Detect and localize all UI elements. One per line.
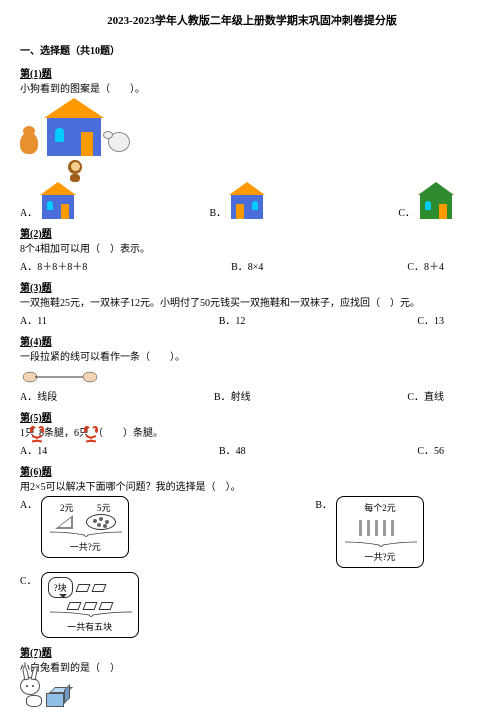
- q7-number: 第(7)题: [20, 644, 484, 659]
- box3d-icon: [46, 693, 64, 707]
- plate-icon: [86, 514, 116, 530]
- option-label: A．: [20, 204, 37, 219]
- ruler-icon: [55, 515, 73, 529]
- q3-option-c: C．13: [417, 312, 444, 327]
- monkey-icon: [66, 160, 84, 182]
- q4-option-a: A．线段: [20, 388, 57, 403]
- q3-number: 第(3)题: [20, 279, 484, 294]
- page-title: 2023-2023学年人教版二年级上册数学期末巩固冲刺卷提分版: [20, 12, 484, 28]
- q6-box-b: 每个2元 一共?元: [336, 496, 424, 568]
- q1-number: 第(1)题: [20, 65, 484, 80]
- q6-number: 第(6)题: [20, 463, 484, 478]
- q1-scene: [20, 98, 484, 156]
- rope-icon: [20, 366, 484, 388]
- q2-number: 第(2)题: [20, 225, 484, 240]
- q4-option-b: B．射线: [214, 388, 251, 403]
- q6-option-b: B． 每个2元 一共?元: [315, 496, 424, 568]
- q1-options: A． B． C．: [20, 182, 484, 219]
- q2-options: A．8＋8＋8＋8 B．8×4 C．8＋4: [20, 258, 484, 273]
- option-label: C．: [398, 204, 415, 219]
- q5-text: 1只 8条腿，6只 （ ）条腿。: [20, 424, 163, 439]
- question-label: 一共?元: [48, 540, 122, 553]
- speech-bubble: ?块: [48, 577, 73, 598]
- q6-box-a: 2元 5元 一共?元: [41, 496, 129, 558]
- question-label: 一共?元: [343, 550, 417, 563]
- q3-text: 一双拖鞋25元，一双袜子12元。小明付了50元钱买一双拖鞋和一双袜子，应找回（ …: [20, 294, 484, 309]
- goat-icon: [108, 132, 128, 156]
- price-label: 每个2元: [343, 501, 417, 514]
- price-label: 2元: [60, 501, 74, 514]
- q1-option-c: C．: [398, 182, 454, 219]
- q7-scene: [20, 677, 484, 707]
- option-label: A．: [20, 496, 37, 511]
- house-icon: [44, 98, 104, 156]
- house-a-icon: [40, 182, 76, 219]
- q2-option-c: C．8＋4: [407, 258, 444, 273]
- q5-option-c: C．56: [417, 442, 444, 457]
- q5-option-a: A．14: [20, 442, 47, 457]
- q5-option-b: B．48: [219, 442, 246, 457]
- price-label: 5元: [97, 501, 111, 514]
- q1-option-b: B．: [209, 182, 265, 219]
- eraser-icon: [75, 584, 90, 592]
- option-label: B．: [209, 204, 226, 219]
- eraser-icon: [66, 602, 81, 610]
- q5-text-part: （ ）条腿。: [93, 424, 163, 439]
- q4-number: 第(4)题: [20, 333, 484, 348]
- total-label: 一共有五块: [48, 620, 132, 633]
- q3-options: A．11 B．12 C．13: [20, 312, 484, 327]
- q6-text: 用2×5可以解决下面哪个问题？我的选择是（ ）。: [20, 478, 484, 493]
- eraser-icon: [82, 602, 97, 610]
- q7-text: 小白兔看到的是（ ）: [20, 659, 484, 674]
- q5-text-part: 8条腿，6只: [39, 424, 89, 439]
- option-label: C．: [20, 572, 37, 587]
- rabbit-icon: [20, 677, 42, 707]
- section-header: 一、选择题（共10题）: [20, 42, 484, 57]
- house-c-icon: [418, 182, 454, 219]
- eraser-icon: [98, 602, 113, 610]
- q1-option-a: A．: [20, 182, 76, 219]
- q3-option-b: B．12: [219, 312, 246, 327]
- q6-options-row1: A． 2元 5元 一共?元 B．: [20, 496, 484, 572]
- q5-number: 第(5)题: [20, 409, 484, 424]
- q6-option-a: A． 2元 5元 一共?元: [20, 496, 129, 558]
- q1-text: 小狗看到的图案是（ ）。: [20, 80, 484, 95]
- option-label: B．: [315, 496, 332, 511]
- q2-option-a: A．8＋8＋8＋8: [20, 258, 87, 273]
- eraser-icon: [91, 584, 106, 592]
- q4-options: A．线段 B．射线 C．直线: [20, 388, 484, 403]
- house-b-icon: [229, 182, 265, 219]
- q5-options: A．14 B．48 C．56: [20, 442, 484, 457]
- q6-option-c: C． ?块 一共有五块: [20, 572, 484, 638]
- pencilbox-icon: [355, 514, 405, 538]
- q2-option-b: B．8×4: [231, 258, 263, 273]
- q3-option-a: A．11: [20, 312, 47, 327]
- q6-box-c: ?块 一共有五块: [41, 572, 139, 638]
- q2-text: 8个4相加可以用（ ）表示。: [20, 240, 484, 255]
- dog-icon: [20, 132, 40, 156]
- q4-option-c: C．直线: [407, 388, 444, 403]
- q4-text: 一段拉紧的线可以看作一条（ ）。: [20, 348, 484, 363]
